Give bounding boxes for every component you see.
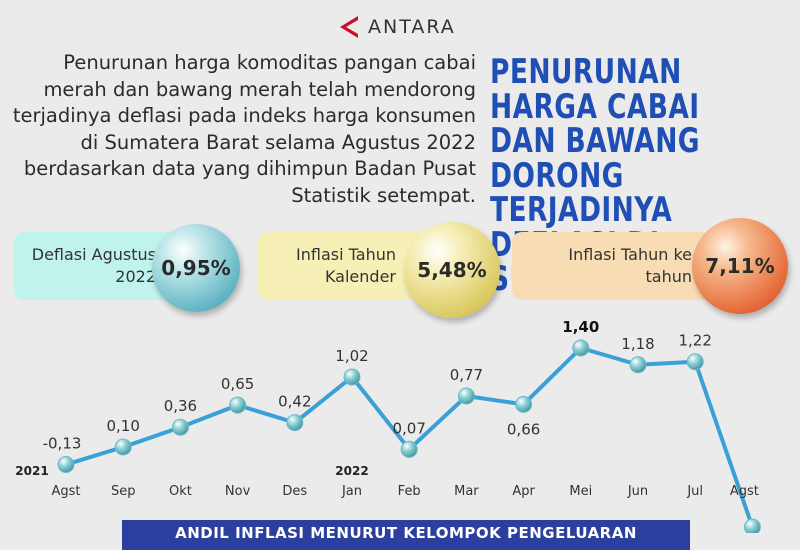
stat-value-ball: 7,11% xyxy=(692,218,788,314)
stat-label: Inflasi Tahun ke tahun xyxy=(568,245,692,286)
data-label: 1,40 xyxy=(562,318,599,336)
data-label: 0,07 xyxy=(392,419,425,437)
data-point xyxy=(114,438,132,456)
data-label: 0,36 xyxy=(164,397,197,415)
x-tick-label: Sep xyxy=(111,484,136,499)
stat-value-ball: 0,95% xyxy=(152,224,240,312)
x-tick-label: Jan xyxy=(341,484,362,499)
antara-logo-icon xyxy=(340,16,358,38)
data-label: 0,65 xyxy=(221,375,254,393)
x-tick-label: Des xyxy=(282,484,307,499)
series-line xyxy=(65,346,755,528)
year-label: 2021 xyxy=(15,464,48,478)
x-tick-label: Agst xyxy=(51,484,80,499)
data-point xyxy=(343,368,361,386)
year-label: 2022 xyxy=(335,464,368,478)
data-point xyxy=(286,414,304,432)
x-tick-label: Nov xyxy=(225,484,251,499)
x-tick-label: Feb xyxy=(398,484,421,499)
data-point xyxy=(457,387,475,405)
x-tick-label: Apr xyxy=(512,484,535,499)
data-point xyxy=(743,518,761,533)
data-point xyxy=(686,353,704,371)
data-label: 0,42 xyxy=(278,393,311,411)
stat-label: Inflasi Tahun Kalender xyxy=(296,245,396,286)
x-tick-label: Mei xyxy=(569,484,592,499)
data-label: 0,77 xyxy=(450,366,483,384)
antara-logo: ANTARA xyxy=(338,12,456,42)
data-label: -0,13 xyxy=(43,435,82,453)
data-label: 1,22 xyxy=(678,332,711,350)
brand-name: ANTARA xyxy=(368,16,456,38)
data-point xyxy=(572,339,590,357)
stat-card-inflasi-tahunan: Inflasi Tahun ke tahun xyxy=(512,232,712,300)
data-point xyxy=(400,440,418,458)
footer-banner: ANDIL INFLASI MENURUT KELOMPOK PENGELUAR… xyxy=(122,520,690,550)
data-point xyxy=(229,396,247,414)
data-label: 1,02 xyxy=(335,347,368,365)
x-tick-label: Jul xyxy=(686,484,703,499)
data-label: 1,18 xyxy=(621,335,654,353)
stat-label: Deflasi Agustus 2022 xyxy=(31,245,156,286)
data-point xyxy=(57,456,75,474)
data-label: 0,10 xyxy=(106,417,139,435)
stat-value-ball: 5,48% xyxy=(404,222,500,318)
data-point xyxy=(515,395,533,413)
x-tick-label: Mar xyxy=(454,484,479,499)
data-point xyxy=(171,418,189,436)
intro-paragraph: Penurunan harga komoditas pangan cabai m… xyxy=(12,51,476,207)
x-tick-label: Jun xyxy=(627,484,648,499)
x-tick-label: Okt xyxy=(169,484,192,499)
x-tick-label: Agst xyxy=(730,484,759,499)
data-point xyxy=(629,356,647,374)
data-label: 0,66 xyxy=(507,420,540,438)
inflation-line-chart: -0,13 0,10 0,36 0,65 0,42 1,02 0,07 0,77 0,66 1,4… xyxy=(15,318,761,533)
